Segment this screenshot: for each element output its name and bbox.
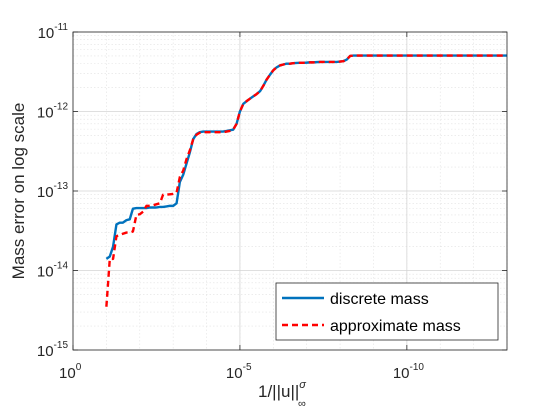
- y-tick-base: 10: [37, 184, 54, 201]
- y-axis-label: Mass error on log scale: [9, 103, 28, 280]
- x-axis-label: 1/||u||σ ∞: [258, 379, 306, 410]
- y-tick-exp: -15: [54, 340, 69, 351]
- y-tick-base: 10: [37, 343, 54, 360]
- x-axis-label-sup: σ: [299, 379, 306, 391]
- x-tick-label: 10-10: [393, 362, 425, 382]
- x-tick-label: 10-5: [226, 362, 252, 382]
- x-tick-base: 10: [393, 365, 410, 382]
- x-tick-base: 10: [226, 365, 243, 382]
- legend-box: [275, 282, 499, 341]
- x-tick-label: 100: [59, 362, 82, 382]
- y-tick-label: 10-13: [37, 181, 69, 201]
- x-tick-base: 10: [59, 365, 76, 382]
- legend: discrete mass approximate mass: [275, 282, 499, 341]
- x-tick-labels: 100 10-5 10-10: [59, 362, 424, 382]
- x-axis-label-main: 1/||u||: [258, 382, 299, 401]
- y-tick-exp: -11: [54, 22, 68, 33]
- x-axis-label-sub: ∞: [298, 398, 306, 410]
- series-layer: [105, 54, 507, 307]
- y-tick-label: 10-14: [37, 261, 69, 281]
- y-tick-label: 10-11: [38, 22, 69, 42]
- y-tick-exp: -12: [54, 102, 69, 113]
- axis-ticks: [72, 31, 507, 351]
- y-tick-label: 10-12: [37, 102, 69, 122]
- y-tick-exp: -13: [54, 181, 69, 192]
- y-tick-base: 10: [37, 264, 54, 281]
- x-tick-exp: -10: [410, 362, 425, 373]
- y-tick-exp: -14: [54, 261, 69, 272]
- legend-label-discrete-mass: discrete mass: [330, 291, 429, 308]
- y-tick-base: 10: [38, 25, 55, 42]
- y-tick-base: 10: [37, 105, 54, 122]
- y-tick-label: 10-15: [37, 340, 69, 360]
- x-tick-exp: 0: [76, 362, 82, 373]
- legend-label-approximate-mass: approximate mass: [330, 318, 461, 335]
- series-line-approximate-mass: [105, 54, 507, 307]
- x-tick-exp: -5: [243, 362, 252, 373]
